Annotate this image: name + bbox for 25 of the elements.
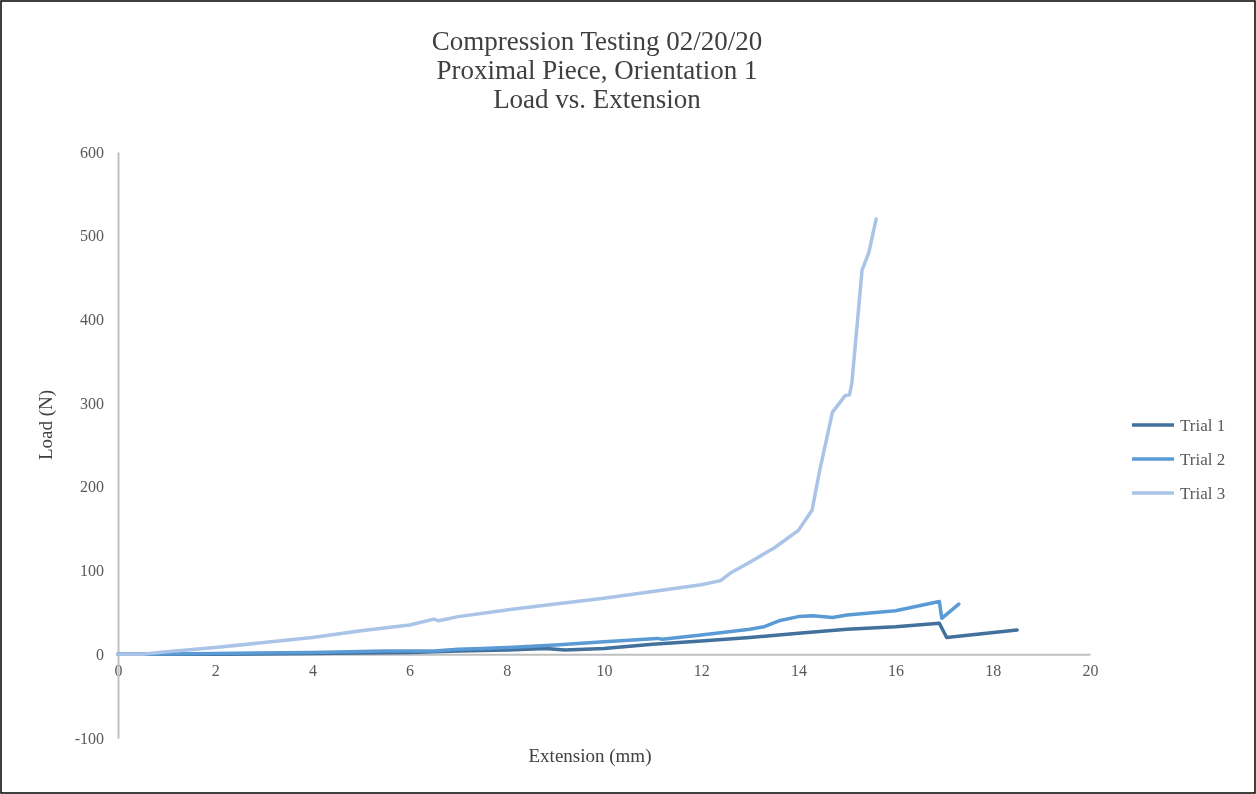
y-tick-label: 100: [80, 562, 104, 580]
y-tick-label: 500: [80, 227, 104, 245]
y-tick-label: 300: [80, 394, 104, 412]
y-axis-title: Load (N): [35, 389, 57, 461]
x-axis-title: Extension (mm): [528, 745, 652, 767]
x-tick-label: 14: [790, 661, 807, 679]
x-tick-label: 12: [693, 661, 710, 679]
x-tick-label: 18: [985, 661, 1002, 679]
x-tick-label: 2: [211, 661, 220, 679]
y-tick-label: 600: [80, 143, 104, 161]
x-tick-label: 10: [596, 661, 613, 679]
x-tick-label: 6: [406, 661, 415, 679]
x-tick-label: 20: [1082, 661, 1099, 679]
chart-title: Compression Testing 02/20/20 Proximal Piece, Orientation 1 Load vs. Extension: [431, 26, 763, 114]
x-tick-label: 16: [888, 661, 905, 679]
y-tick-label: 200: [80, 478, 104, 496]
x-tick-label: 4: [308, 661, 317, 679]
y-tick-label: 400: [80, 311, 104, 329]
line-series: [116, 217, 878, 657]
legend-label: Trial 1: [1180, 416, 1226, 435]
legend-label: Trial 2: [1180, 450, 1226, 469]
y-tick-label: -100: [74, 729, 104, 747]
x-tick-label: 8: [503, 661, 512, 679]
y-tick-label: 0: [96, 645, 104, 663]
legend-label: Trial 3: [1180, 484, 1226, 503]
